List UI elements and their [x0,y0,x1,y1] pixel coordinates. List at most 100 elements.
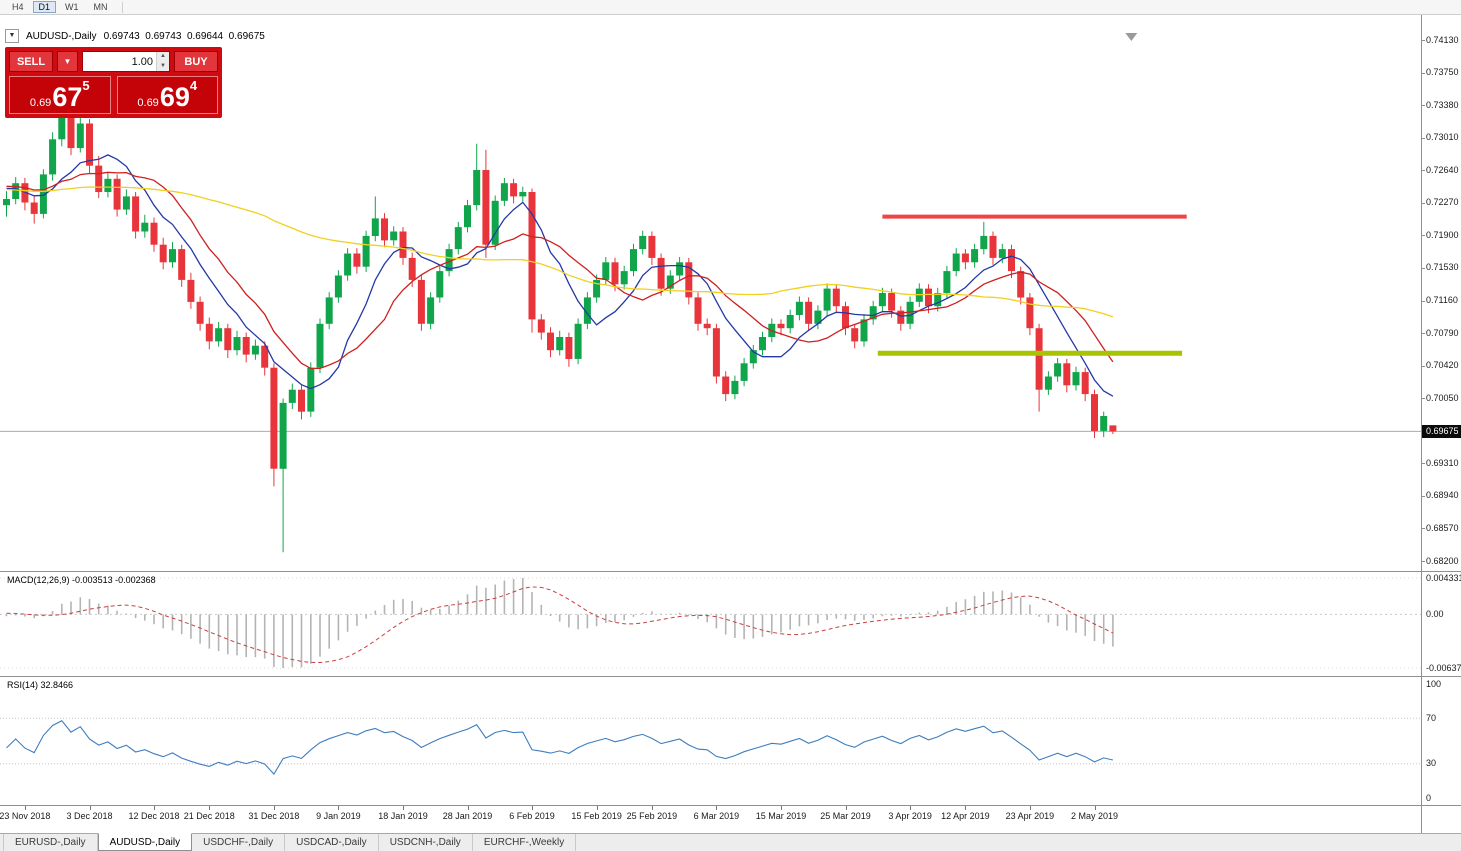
buy-price-sup: 4 [189,78,198,93]
macd-svg [0,577,1421,669]
date-tick [89,806,91,810]
sell-price-big: 67 [52,82,83,112]
sell-price-box[interactable]: 0.69 67 5 [9,76,111,114]
price-axis[interactable]: 0.74130 0.73750 0.73380 0.73010 0.72640 0.722… [1421,15,1461,833]
price-axis-label: 0.71900 [1426,229,1459,240]
date-axis-label: 6 Feb 2019 [509,811,555,821]
axis-tick [1422,170,1425,172]
axis-tick [1422,463,1425,465]
chevron-down-icon: ▼ [63,57,72,66]
chart-shift-marker[interactable] [1125,33,1138,41]
price-axis-label: 0.68940 [1426,490,1459,501]
date-axis-label: 2 May 2019 [1070,811,1119,821]
date-tick [651,806,653,810]
lot-dropdown-button[interactable]: ▼ [57,51,78,72]
rsi-axis-label: 70 [1426,712,1437,723]
date-axis-label: 6 Mar 2019 [693,811,740,821]
date-tick [965,806,967,810]
rsi-axis-label: 100 [1426,678,1442,689]
panel-divider[interactable] [0,571,1461,572]
date-axis-label: 9 Jan 2019 [316,811,361,821]
lot-increment-button[interactable]: ▲ [160,53,166,59]
buy-price-big: 69 [159,82,190,112]
date-tick [273,806,275,810]
axis-tick [1422,528,1425,530]
date-tick [467,806,469,810]
macd-axis-label: 0.004331 [1426,572,1461,583]
timeframe-w1-button[interactable]: W1 [59,1,85,13]
tab-eurusd-daily[interactable]: EURUSD-,Daily [3,834,98,851]
panel-divider[interactable] [0,805,1461,806]
macd-axis-label: 0.00 [1426,608,1444,619]
sell-button[interactable]: SELL [9,51,53,72]
date-axis-label: 23 Nov 2018 [0,811,51,821]
one-click-panel-toggle[interactable]: ▼ [5,29,19,43]
tab-usdcad-daily[interactable]: USDCAD-,Daily [285,834,379,851]
lot-decrement-button[interactable]: ▼ [160,62,166,69]
buy-price-box[interactable]: 0.69 69 4 [116,76,218,114]
axis-tick [1422,137,1425,139]
price-axis-label: 0.73750 [1426,67,1459,78]
tab-usdcnh-daily[interactable]: USDCNH-,Daily [379,834,473,851]
panel-divider[interactable] [0,676,1461,677]
lot-size-input[interactable] [83,52,156,71]
tab-audusd-daily[interactable]: AUDUSD-,Daily [97,833,193,851]
timeframe-h4-button[interactable]: H4 [6,1,30,13]
price-chart-area[interactable] [0,15,1421,571]
axis-tick [1422,72,1425,74]
price-axis-label: 0.72270 [1426,197,1459,208]
price-axis-label: 0.70790 [1426,327,1459,338]
price-axis-label: 0.71160 [1426,295,1458,305]
ma-slow-yellow [6,186,1114,318]
price-axis-label: 0.71530 [1426,262,1459,273]
date-tick [209,806,211,810]
date-tick [24,806,26,810]
buy-button[interactable]: BUY [174,51,218,72]
sell-price-prefix: 0.69 [29,97,52,109]
date-axis-label: 18 Jan 2019 [378,811,428,821]
date-axis-label: 25 Feb 2019 [626,811,678,821]
date-tick [154,806,155,810]
axis-tick [1422,40,1425,41]
date-axis-label: 3 Apr 2019 [888,811,932,821]
timeframe-toolbar: H4 D1 W1 MN [0,0,1461,15]
date-tick [781,806,782,810]
price-axis-label: 0.69310 [1426,457,1459,468]
axis-tick [1422,333,1425,335]
ma-fast-blue [6,154,1114,397]
rsi-axis-label: 0 [1426,792,1432,803]
timeframe-mn-button[interactable]: MN [88,1,114,13]
ma-mid-red [6,171,1114,370]
date-axis-label: 3 Dec 2018 [66,811,113,821]
date-axis: 23 Nov 2018 3 Dec 2018 12 Dec 2018 21 Dec 2… [0,806,1461,833]
date-axis-label: 25 Mar 2019 [820,811,871,821]
price-axis-label: 0.73380 [1426,99,1459,110]
rsi-axis-label: 30 [1426,758,1437,769]
date-tick [338,806,340,810]
chart-symbol-title: AUDUSD-,Daily [26,30,97,42]
date-axis-label: 15 Mar 2019 [755,811,807,821]
axis-tick [1422,202,1425,204]
macd-axis-label: -0.006373 [1426,662,1461,673]
tab-eurchf-weekly[interactable]: EURCHF-,Weekly [473,834,577,851]
price-axis-label: 0.68200 [1426,555,1459,566]
timeframe-d1-button[interactable]: D1 [32,1,57,13]
axis-tick [1422,365,1425,367]
axis-tick [1422,267,1425,269]
date-tick [1029,806,1031,810]
price-axis-label: 0.70050 [1426,392,1459,403]
macd-signal-line [6,586,1114,664]
price-axis-label: 0.72640 [1426,164,1459,175]
candles [3,111,1117,553]
date-tick [845,806,847,810]
rsi-line [6,720,1114,776]
lot-size-field: ▲ ▼ [82,51,170,72]
trade-panel-controls-row: SELL ▼ ▲ ▼ BUY [9,51,218,72]
price-axis-label: 0.74130 [1426,34,1459,45]
buy-price-prefix: 0.69 [137,97,159,109]
tab-usdchf-daily[interactable]: USDCHF-,Daily [192,834,286,851]
axis-tick [1422,495,1425,497]
rsi-indicator-panel: RSI(14) 32.8466 [0,677,1421,805]
